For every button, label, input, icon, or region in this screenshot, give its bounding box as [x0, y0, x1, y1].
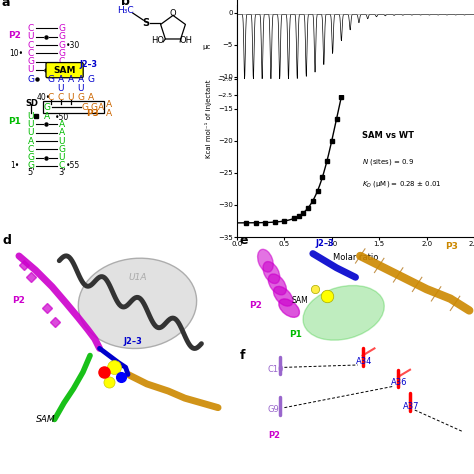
- Text: G: G: [58, 32, 65, 41]
- Text: G: G: [27, 153, 34, 162]
- Text: C: C: [58, 93, 64, 101]
- Bar: [43, 101, 104, 113]
- Text: C: C: [27, 24, 34, 33]
- Text: P1: P1: [289, 329, 302, 338]
- Text: J2–3: J2–3: [123, 337, 142, 346]
- Text: O: O: [170, 9, 176, 18]
- Text: SAM vs WT: SAM vs WT: [362, 131, 414, 140]
- Text: P1: P1: [8, 118, 21, 127]
- Text: SAM: SAM: [54, 66, 76, 74]
- Text: U: U: [58, 137, 65, 146]
- Ellipse shape: [263, 262, 280, 283]
- Text: J2–3: J2–3: [80, 60, 97, 69]
- Text: G: G: [58, 41, 65, 49]
- Text: U: U: [68, 93, 74, 101]
- Text: A: A: [98, 103, 104, 111]
- Text: G: G: [47, 75, 55, 84]
- Text: $K_D$ (μM) = 0.28 ± 0.01: $K_D$ (μM) = 0.28 ± 0.01: [362, 179, 442, 189]
- Text: f: f: [239, 349, 245, 362]
- Text: 1•: 1•: [10, 162, 19, 170]
- Text: C: C: [58, 162, 65, 170]
- Text: A: A: [68, 75, 74, 84]
- Text: G: G: [58, 145, 65, 154]
- Text: A: A: [59, 120, 64, 129]
- Text: A: A: [106, 109, 112, 118]
- Text: 5': 5': [27, 168, 35, 177]
- Text: C: C: [27, 145, 34, 154]
- Text: e: e: [239, 234, 248, 247]
- Text: 40•: 40•: [37, 93, 51, 101]
- Text: G: G: [90, 103, 97, 111]
- Text: A: A: [59, 128, 64, 137]
- Text: H₃C: H₃C: [117, 6, 134, 15]
- Text: G: G: [44, 103, 51, 111]
- Text: A: A: [58, 75, 64, 84]
- Text: S: S: [142, 18, 149, 27]
- Text: d: d: [2, 234, 11, 247]
- FancyBboxPatch shape: [46, 63, 83, 78]
- Text: P2: P2: [8, 31, 21, 40]
- Text: P2: P2: [12, 296, 25, 305]
- Text: U: U: [27, 65, 34, 74]
- Text: 10•: 10•: [9, 49, 24, 58]
- Text: A37: A37: [403, 402, 419, 411]
- Text: A: A: [45, 112, 50, 120]
- Text: G: G: [58, 24, 65, 33]
- Text: G: G: [87, 75, 94, 84]
- Ellipse shape: [273, 286, 293, 306]
- Text: C10: C10: [268, 365, 284, 374]
- Text: A34: A34: [356, 357, 372, 366]
- Ellipse shape: [303, 285, 384, 340]
- Text: U: U: [27, 120, 34, 129]
- Text: a: a: [1, 0, 9, 9]
- Text: J2–3: J2–3: [315, 239, 334, 248]
- Text: A: A: [28, 137, 34, 146]
- Text: A: A: [78, 75, 84, 84]
- Text: b: b: [121, 0, 130, 8]
- Text: U1A: U1A: [128, 273, 147, 282]
- Text: G: G: [27, 57, 34, 66]
- Text: A36: A36: [391, 378, 408, 387]
- Text: G: G: [77, 93, 84, 101]
- Text: U: U: [27, 128, 34, 137]
- Text: U: U: [77, 84, 84, 92]
- Ellipse shape: [78, 258, 197, 348]
- Text: U: U: [58, 84, 64, 92]
- Text: P2: P2: [249, 301, 262, 310]
- Text: •50: •50: [55, 113, 69, 122]
- Y-axis label: Kcal mol⁻¹ of injectant: Kcal mol⁻¹ of injectant: [205, 79, 212, 158]
- Ellipse shape: [268, 274, 286, 295]
- Text: G: G: [27, 162, 34, 170]
- Text: •55: •55: [66, 162, 80, 170]
- Text: P3: P3: [86, 109, 100, 118]
- Text: •30: •30: [66, 41, 80, 49]
- Text: C: C: [48, 93, 54, 101]
- Text: P3: P3: [446, 242, 458, 251]
- Text: P2: P2: [268, 431, 280, 440]
- Text: HO: HO: [151, 36, 164, 45]
- Text: G: G: [58, 49, 65, 58]
- Text: A: A: [106, 100, 112, 109]
- Text: SAM: SAM: [292, 296, 308, 305]
- Text: SD: SD: [26, 99, 38, 108]
- Text: U: U: [27, 32, 34, 41]
- Text: 3': 3': [58, 168, 65, 177]
- Text: C: C: [27, 49, 34, 58]
- Text: U: U: [58, 153, 65, 162]
- Text: C: C: [58, 57, 65, 66]
- Text: OH: OH: [180, 36, 192, 45]
- Ellipse shape: [279, 299, 300, 317]
- X-axis label: Molar ratio: Molar ratio: [333, 253, 378, 262]
- Text: G9: G9: [268, 405, 280, 414]
- Text: G: G: [27, 75, 34, 84]
- Ellipse shape: [258, 249, 273, 272]
- Text: C: C: [27, 41, 34, 49]
- Text: $N$ (sites) = 0.9: $N$ (sites) = 0.9: [362, 157, 414, 167]
- Text: A: A: [88, 93, 93, 101]
- Text: G: G: [82, 103, 89, 111]
- Text: U: U: [27, 112, 34, 120]
- Text: SAM: SAM: [36, 415, 55, 424]
